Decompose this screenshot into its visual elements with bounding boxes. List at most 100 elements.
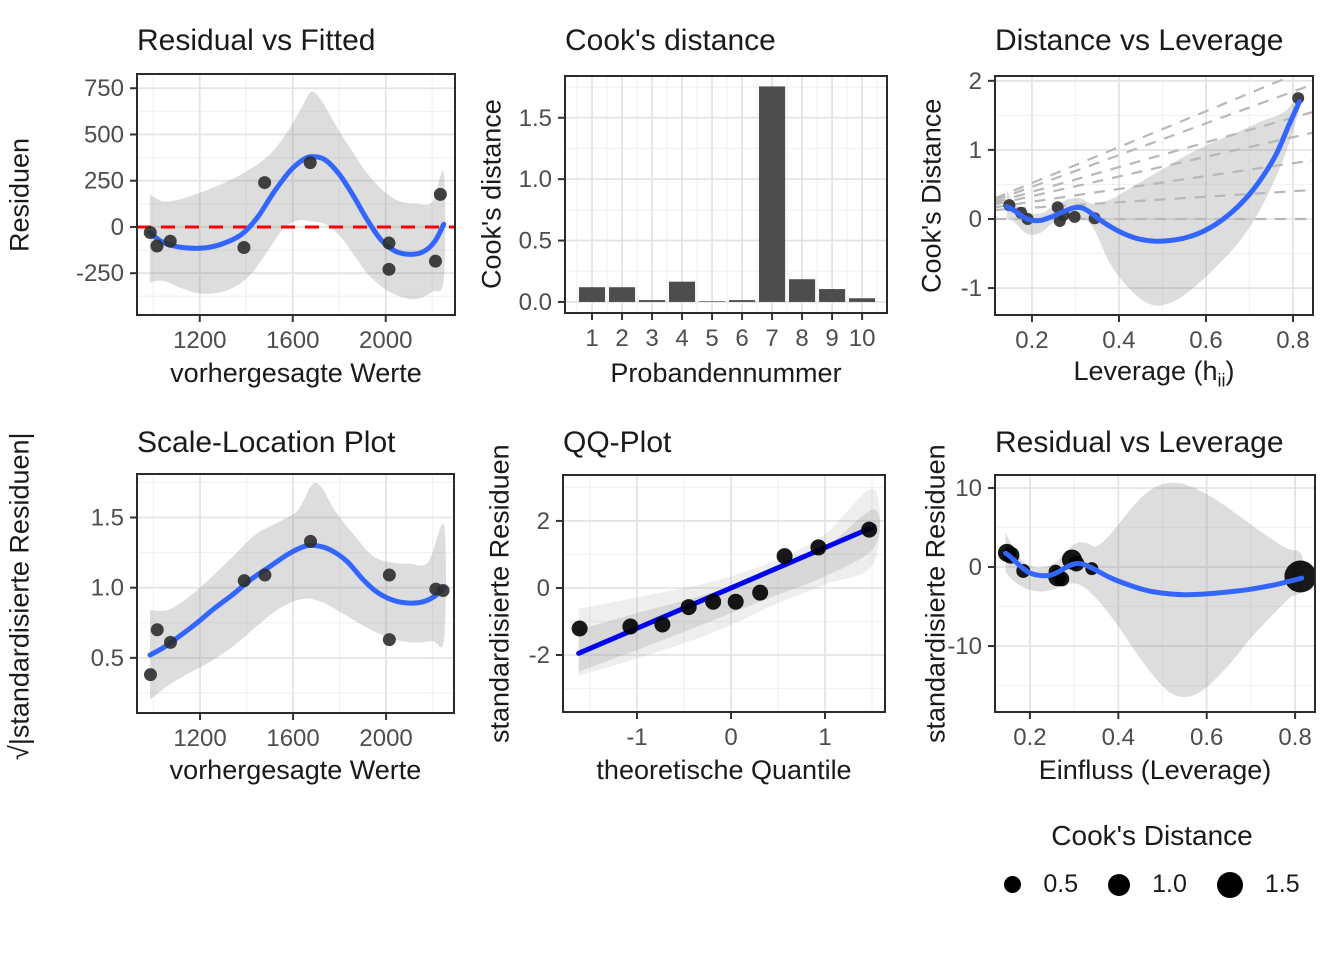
loess-smooth-line bbox=[1003, 550, 1305, 598]
plot-canvas: -1 0 1 -2 0 2 bbox=[529, 474, 886, 751]
data-point bbox=[150, 239, 164, 253]
x-tick-label: 0 bbox=[724, 724, 737, 751]
legend-item: 1.5 bbox=[1216, 870, 1300, 899]
x-tick-label: 1 bbox=[585, 325, 598, 352]
data-point bbox=[303, 156, 317, 170]
plot-canvas: 0.2 0.4 0.6 0.8 -1 0 1 2 bbox=[961, 68, 1314, 354]
chart-title: Distance vs Leverage bbox=[995, 24, 1284, 57]
x-tick-label: 9 bbox=[825, 325, 838, 352]
cooks-distance-bar bbox=[698, 301, 726, 302]
cooks-distance-bar bbox=[729, 300, 756, 302]
x-tick-label: 4 bbox=[675, 325, 688, 352]
residual-vs-leverage-plot: 0.2 0.4 0.6 0.8 -10 0 10 Residual vs Leverage … bbox=[892, 400, 1344, 800]
y-tick-label: -250 bbox=[76, 260, 124, 287]
x-tick-label: 1600 bbox=[266, 725, 319, 752]
panel-background bbox=[137, 474, 454, 713]
residual-vs-fitted-plot: 1200 1600 2000 -250 0 250 500 750 Residual vs F… bbox=[0, 0, 456, 400]
panel-background bbox=[565, 76, 887, 313]
data-point bbox=[237, 240, 251, 254]
x-tick-label: 3 bbox=[645, 325, 658, 352]
data-point bbox=[150, 623, 164, 637]
data-point bbox=[622, 618, 639, 635]
legend-item: 0.5 bbox=[1004, 870, 1078, 899]
y-tick-label: 1.5 bbox=[519, 105, 552, 132]
confidence-ribbon bbox=[149, 91, 446, 300]
x-tick-label: 1200 bbox=[173, 327, 226, 354]
y-tick-label: 10 bbox=[955, 475, 982, 502]
panel-border bbox=[564, 75, 888, 314]
loess-smooth-line bbox=[1004, 99, 1302, 244]
size-dot-small bbox=[1004, 876, 1022, 893]
y-tick-label: 0.5 bbox=[519, 228, 552, 255]
plot-canvas: 1200 1600 2000 -250 0 250 500 750 bbox=[76, 73, 456, 354]
x-tick-label: 0.6 bbox=[1189, 327, 1222, 354]
x-tick-label: 1200 bbox=[173, 725, 226, 752]
data-point bbox=[752, 584, 769, 601]
contour-line bbox=[995, 110, 1313, 204]
plot-canvas: 1200 1600 2000 0.5 1.0 1.5 bbox=[91, 473, 455, 752]
confidence-ribbon bbox=[1006, 95, 1302, 306]
cooks-distance-bar bbox=[578, 287, 606, 302]
y-tick-label: 1 bbox=[969, 137, 982, 164]
y-tick-label: 2 bbox=[537, 508, 550, 535]
x-axis-title: theoretische Quantile bbox=[596, 755, 852, 785]
x-tick-label: 1600 bbox=[266, 327, 319, 354]
chart-title: QQ-Plot bbox=[563, 426, 672, 459]
x-tick-label: -1 bbox=[626, 724, 647, 751]
y-tick-label: 0.0 bbox=[519, 289, 552, 316]
x-tick-label: 2 bbox=[615, 325, 628, 352]
panel-background bbox=[137, 74, 455, 315]
y-axis-title: standardisierte Residuen bbox=[920, 444, 951, 744]
cooks-distance-size-legend: Cook's Distance 0.5 1.0 1.5 bbox=[892, 820, 1344, 940]
cooks-distance-bar bbox=[759, 86, 786, 302]
cooks-distance-bar bbox=[668, 281, 696, 302]
y-tick-label: 1.0 bbox=[519, 166, 552, 193]
y-axis-title: Residuen bbox=[4, 137, 35, 252]
x-tick-label: 0.8 bbox=[1278, 724, 1311, 751]
data-point bbox=[258, 568, 272, 582]
y-tick-label: 0.5 bbox=[91, 645, 124, 672]
x-axis-title-subscript: ii bbox=[1217, 370, 1226, 391]
qq-plot: -1 0 1 -2 0 2 QQ-Plot standardisierte Residue… bbox=[456, 400, 892, 800]
data-point bbox=[382, 262, 396, 276]
x-axis-title: vorhergesagte Werte bbox=[170, 358, 422, 388]
data-point bbox=[382, 633, 396, 647]
panel-border bbox=[136, 473, 455, 714]
data-point bbox=[727, 593, 744, 610]
panel-border bbox=[994, 474, 1316, 713]
data-point bbox=[861, 521, 878, 538]
data-point bbox=[1054, 571, 1070, 587]
y-tick-label: 0 bbox=[537, 575, 550, 602]
data-point bbox=[810, 539, 827, 556]
y-tick-label: -2 bbox=[529, 642, 550, 669]
data-point bbox=[428, 254, 442, 268]
x-axis-title: Einfluss (Leverage) bbox=[1038, 755, 1272, 785]
data-point bbox=[304, 534, 318, 548]
y-tick-label: -10 bbox=[947, 633, 982, 660]
cooks-distance-bar bbox=[819, 289, 846, 302]
y-tick-label: 250 bbox=[84, 168, 124, 195]
legend-label: 1.5 bbox=[1264, 870, 1300, 898]
panel-border bbox=[562, 474, 886, 713]
size-dot-large bbox=[1216, 871, 1243, 898]
data-point bbox=[433, 187, 447, 201]
x-tick-label: 2000 bbox=[359, 725, 412, 752]
y-tick-label: 0 bbox=[969, 206, 982, 233]
y-tick-label: 500 bbox=[84, 121, 124, 148]
x-axis-title-close: ) bbox=[1225, 356, 1235, 386]
confidence-ribbon bbox=[150, 482, 446, 700]
data-point bbox=[776, 548, 793, 565]
chart-title: Residual vs Fitted bbox=[137, 24, 376, 57]
x-tick-label: 10 bbox=[849, 325, 876, 352]
legend-label: 0.5 bbox=[1043, 870, 1079, 898]
contour-line bbox=[995, 188, 1313, 212]
x-tick-label: 5 bbox=[705, 325, 718, 352]
data-point bbox=[163, 234, 177, 248]
size-dot-medium bbox=[1108, 873, 1131, 896]
legend-label: 1.0 bbox=[1152, 870, 1187, 898]
data-point bbox=[237, 574, 251, 588]
y-axis-title: Cook's Distance bbox=[916, 98, 947, 293]
cooks-distance-bar bbox=[608, 287, 636, 302]
confidence-band-outer bbox=[578, 488, 881, 676]
